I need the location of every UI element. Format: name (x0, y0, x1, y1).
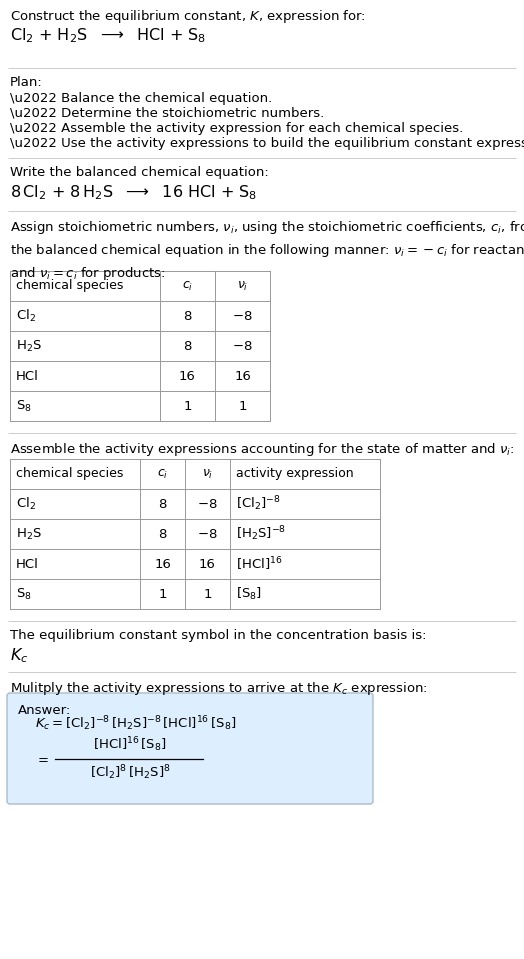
Text: 16: 16 (179, 369, 196, 383)
Text: $\mathrm{H_2S}$: $\mathrm{H_2S}$ (16, 526, 42, 542)
Text: $c_i$: $c_i$ (157, 467, 168, 480)
Text: Mulitply the activity expressions to arrive at the $K_c$ expression:: Mulitply the activity expressions to arr… (10, 680, 428, 697)
Text: $\mathrm{Cl_2}$: $\mathrm{Cl_2}$ (16, 496, 36, 512)
Text: $=$: $=$ (35, 753, 49, 765)
Text: $K_c$: $K_c$ (10, 646, 28, 665)
Text: $[\mathrm{HCl}]^{16}\,[\mathrm{S_8}]$: $[\mathrm{HCl}]^{16}\,[\mathrm{S_8}]$ (93, 736, 167, 755)
Text: 16: 16 (234, 369, 251, 383)
Text: $\nu_i$: $\nu_i$ (237, 279, 248, 292)
Text: $[\mathrm{HCl}]^{16}$: $[\mathrm{HCl}]^{16}$ (236, 555, 282, 573)
Text: $\nu_i$: $\nu_i$ (202, 467, 213, 480)
Text: $[\mathrm{S_8}]$: $[\mathrm{S_8}]$ (236, 586, 262, 602)
Text: \u2022 Use the activity expressions to build the equilibrium constant expression: \u2022 Use the activity expressions to b… (10, 137, 524, 150)
Text: chemical species: chemical species (16, 279, 123, 292)
Text: $\mathrm{S_8}$: $\mathrm{S_8}$ (16, 398, 32, 413)
Text: $K_c = [\mathrm{Cl_2}]^{-8}\,[\mathrm{H_2S}]^{-8}\,[\mathrm{HCl}]^{16}\,[\mathrm: $K_c = [\mathrm{Cl_2}]^{-8}\,[\mathrm{H_… (35, 714, 236, 734)
Text: chemical species: chemical species (16, 467, 123, 480)
Text: $\mathrm{H_2S}$: $\mathrm{H_2S}$ (16, 339, 42, 354)
Text: 16: 16 (154, 557, 171, 571)
Text: HCl: HCl (16, 557, 39, 571)
Text: \u2022 Balance the chemical equation.: \u2022 Balance the chemical equation. (10, 92, 272, 105)
Text: activity expression: activity expression (236, 467, 354, 480)
Text: Assemble the activity expressions accounting for the state of matter and $\nu_i$: Assemble the activity expressions accoun… (10, 441, 515, 458)
Text: $\mathrm{Cl_2}$ + $\mathrm{H_2S}$  $\longrightarrow$  HCl + $\mathrm{S_8}$: $\mathrm{Cl_2}$ + $\mathrm{H_2S}$ $\long… (10, 26, 206, 45)
Text: $[\mathrm{H_2S}]^{-8}$: $[\mathrm{H_2S}]^{-8}$ (236, 525, 286, 544)
Text: $c_i$: $c_i$ (182, 279, 193, 292)
Text: 1: 1 (158, 588, 167, 600)
Text: Write the balanced chemical equation:: Write the balanced chemical equation: (10, 166, 269, 179)
Text: Answer:: Answer: (18, 704, 71, 717)
Text: $8\,\mathrm{Cl_2}$ + $8\,\mathrm{H_2S}$  $\longrightarrow$  $16$ HCl + $\mathrm{: $8\,\mathrm{Cl_2}$ + $8\,\mathrm{H_2S}$ … (10, 183, 257, 201)
Text: $\mathrm{S_8}$: $\mathrm{S_8}$ (16, 587, 32, 601)
Text: $\mathrm{Cl_2}$: $\mathrm{Cl_2}$ (16, 308, 36, 324)
Text: 8: 8 (158, 498, 167, 510)
Text: 1: 1 (183, 400, 192, 412)
Text: $-8$: $-8$ (197, 498, 218, 510)
Text: \u2022 Determine the stoichiometric numbers.: \u2022 Determine the stoichiometric numb… (10, 107, 324, 120)
Text: 8: 8 (183, 339, 192, 353)
FancyBboxPatch shape (7, 693, 373, 804)
Text: 1: 1 (238, 400, 247, 412)
Text: $-8$: $-8$ (197, 527, 218, 541)
Text: 8: 8 (183, 310, 192, 322)
Text: $-8$: $-8$ (232, 339, 253, 353)
Text: 16: 16 (199, 557, 216, 571)
Text: Assign stoichiometric numbers, $\nu_i$, using the stoichiometric coefficients, $: Assign stoichiometric numbers, $\nu_i$, … (10, 219, 524, 282)
Text: Construct the equilibrium constant, $K$, expression for:: Construct the equilibrium constant, $K$,… (10, 8, 366, 25)
Text: 1: 1 (203, 588, 212, 600)
Text: \u2022 Assemble the activity expression for each chemical species.: \u2022 Assemble the activity expression … (10, 122, 463, 135)
Text: The equilibrium constant symbol in the concentration basis is:: The equilibrium constant symbol in the c… (10, 629, 427, 642)
Text: $-8$: $-8$ (232, 310, 253, 322)
Text: $[\mathrm{Cl_2}]^{-8}$: $[\mathrm{Cl_2}]^{-8}$ (236, 495, 281, 513)
Text: 8: 8 (158, 527, 167, 541)
Text: HCl: HCl (16, 369, 39, 383)
Text: Plan:: Plan: (10, 76, 43, 89)
Text: $[\mathrm{Cl_2}]^{8}\,[\mathrm{H_2S}]^{8}$: $[\mathrm{Cl_2}]^{8}\,[\mathrm{H_2S}]^{8… (90, 763, 170, 783)
